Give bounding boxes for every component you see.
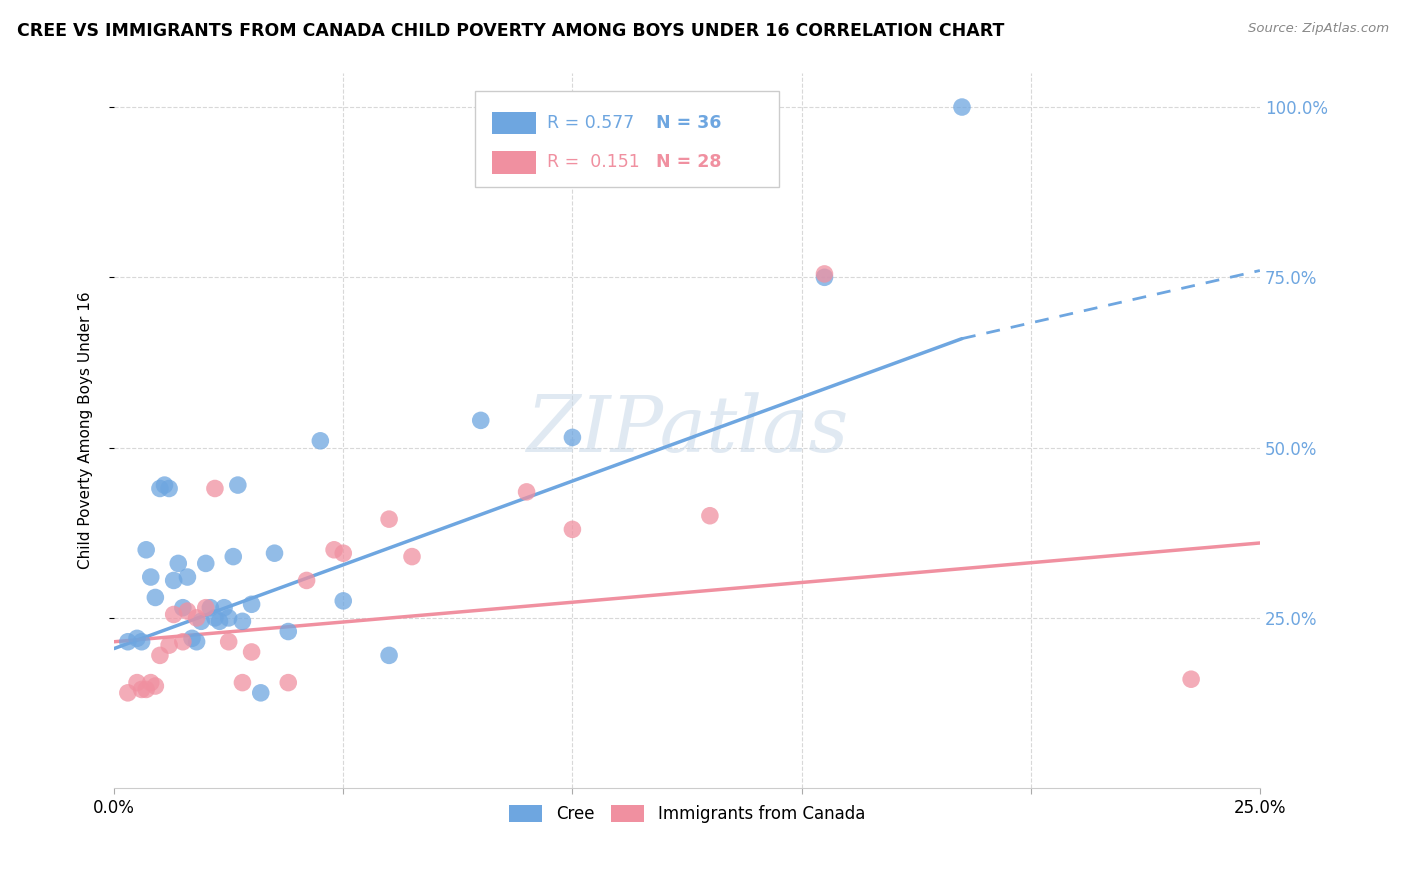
Point [163,574,186,588]
Point [699,508,721,523]
Point [194,600,217,615]
Bar [492,151,536,174]
Point [332,546,354,560]
Point [131,682,153,697]
Point [194,557,217,571]
FancyBboxPatch shape [475,91,779,187]
Point [212,600,235,615]
Point [143,679,166,693]
Point [157,482,180,496]
Point [813,267,835,281]
Point [277,624,299,639]
Point [249,686,271,700]
Point [125,632,148,646]
Point [470,413,492,427]
Point [131,634,153,648]
Text: R =  0.151: R = 0.151 [547,153,640,171]
Point [240,597,263,611]
Point [378,648,401,663]
Point [378,512,401,526]
Point [218,634,240,648]
Point [813,270,835,285]
Legend: Cree, Immigrants from Canada: Cree, Immigrants from Canada [502,798,872,830]
Text: N = 36: N = 36 [657,114,721,132]
Point [149,482,172,496]
Point [139,675,162,690]
Point [186,611,208,625]
Point [157,638,180,652]
Point [295,574,318,588]
Bar [492,112,536,135]
Point [117,686,139,700]
Point [208,615,231,629]
Point [231,675,253,690]
Text: CREE VS IMMIGRANTS FROM CANADA CHILD POVERTY AMONG BOYS UNDER 16 CORRELATION CHA: CREE VS IMMIGRANTS FROM CANADA CHILD POV… [17,22,1004,40]
Point [176,604,198,618]
Point [125,675,148,690]
Text: R = 0.577: R = 0.577 [547,114,634,132]
Point [176,570,198,584]
Point [950,100,973,114]
Point [516,484,538,499]
Point [167,557,190,571]
Point [135,682,157,697]
Point [226,478,249,492]
Point [139,570,162,584]
Text: ZIPatlas: ZIPatlas [526,392,848,468]
Point [153,478,176,492]
Point [277,675,299,690]
Point [117,634,139,648]
Point [218,611,240,625]
Text: Source: ZipAtlas.com: Source: ZipAtlas.com [1249,22,1389,36]
Point [309,434,332,448]
Point [323,542,346,557]
Point [172,634,194,648]
Point [263,546,285,560]
Point [561,522,583,536]
Point [222,549,245,564]
Point [561,430,583,444]
Point [401,549,423,564]
Point [181,632,204,646]
Point [1180,672,1202,686]
Point [190,615,212,629]
Point [172,600,194,615]
Point [163,607,186,622]
Y-axis label: Child Poverty Among Boys Under 16: Child Poverty Among Boys Under 16 [79,292,93,569]
Point [149,648,172,663]
Point [143,591,166,605]
Point [204,611,226,625]
Point [332,594,354,608]
Point [231,615,253,629]
Point [200,600,222,615]
Point [204,482,226,496]
Text: N = 28: N = 28 [657,153,721,171]
Point [240,645,263,659]
Point [135,542,157,557]
Point [186,634,208,648]
